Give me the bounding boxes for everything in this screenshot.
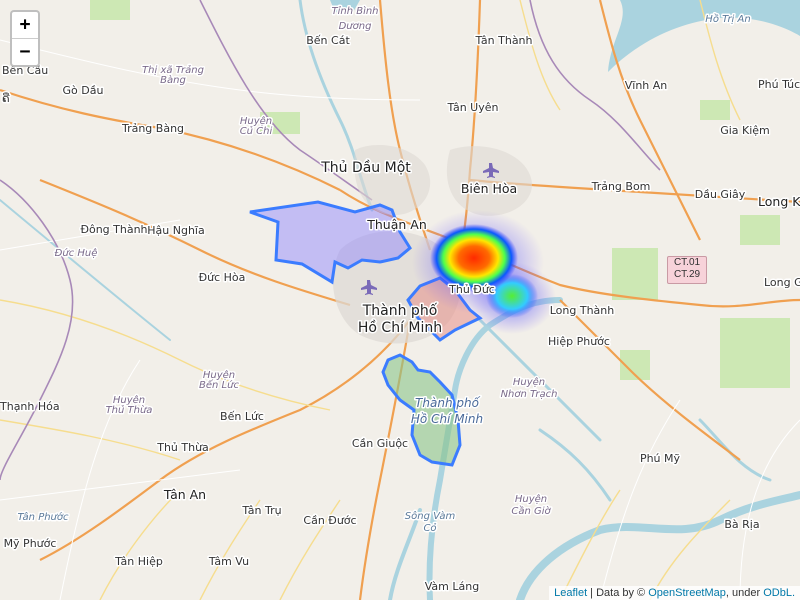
road-shield-line2: CT.29 [673, 269, 701, 280]
label-thuan-an: Thuận An [366, 217, 427, 232]
zoom-out-button[interactable]: − [12, 38, 38, 65]
label-trang-bom: Trảng Bom [591, 180, 651, 193]
label-huyen-thu-thua-2: Thủ Thừa [106, 404, 153, 416]
attribution-under: , under [725, 587, 764, 599]
label-tp-hcm-2: Hồ Chí Minh [358, 319, 442, 336]
label-hiep-phuoc: Hiệp Phước [548, 335, 610, 348]
label-dong-thanh: Đông Thành [80, 223, 147, 236]
label-huyen-cu-chi-1: Huyện [240, 115, 272, 127]
label-ben-luc: Bến Lức [220, 410, 264, 423]
heatmap-layer [412, 210, 556, 334]
label-huyen-thu-thua-1: Huyện [113, 394, 145, 406]
local-roads-layer [0, 39, 800, 600]
label-tp-hcm-1: Thành phố [362, 302, 438, 319]
admin-boundaries-layer [0, 0, 661, 481]
label-song-vam-co-1: Sông Vàm [405, 510, 456, 522]
label-thi-xa-trang-bang-2: Bàng [160, 74, 186, 86]
place-labels: Tỉnh Bình Dương Hồ Trị An Bến Cát Tân Th… [0, 4, 800, 595]
leaflet-link[interactable]: Leaflet [554, 587, 588, 599]
airport-tan-son-nhat-icon [361, 280, 377, 295]
label-ba-ria: Bà Rịa [724, 518, 759, 531]
label-trang-bang: Trảng Bàng [121, 122, 184, 135]
district-can-gio-region[interactable] [381, 353, 462, 467]
label-go-dau: Gò Dầu [63, 84, 104, 97]
label-vam-lang: Vàm Láng [425, 580, 479, 593]
label-song-vam-co-2: Cỏ [423, 522, 436, 534]
label-vinh-an: Vĩnh An [625, 79, 668, 92]
label-thi-xa-trang-bang-1: Thị xã Trảng [142, 64, 204, 76]
label-huyen-ben-luc-2: Bến Lức [199, 378, 239, 391]
label-tinh-binh-duong-1: Tỉnh Bình [331, 5, 378, 17]
label-tan-phuoc: Tân Phước [17, 511, 69, 523]
label-thu-dau-mot: Thủ Dầu Một [320, 160, 411, 176]
label-thu-thua: Thủ Thừa [156, 441, 209, 454]
lake-small [330, 0, 360, 14]
attribution: Leaflet | Data by © OpenStreetMap, under… [549, 586, 800, 600]
label-huyen-cu-chi-2: Củ Chi [240, 125, 273, 137]
label-huyen-nhon-trach-1: Huyện [513, 376, 545, 388]
label-phu-my: Phú Mỹ [640, 452, 681, 465]
label-tan-uyen: Tân Uyên [447, 101, 499, 114]
label-thu-duc: Thủ Đức [448, 283, 495, 296]
label-my-phuoc: Mỹ Phước [4, 537, 57, 550]
label-dau-giay: Dầu Giây [695, 188, 746, 201]
label-lao-glyph: ຄື [2, 92, 10, 105]
zoom-in-button[interactable]: + [19, 14, 31, 35]
odbl-link[interactable]: ODbL. [763, 587, 795, 599]
urban-area-bienhoa [446, 146, 532, 216]
label-bien-hoa: Biên Hòa [461, 181, 517, 196]
label-tan-hiep: Tân Hiệp [114, 555, 163, 568]
label-tam-vu: Tâm Vu [208, 555, 249, 568]
label-can-giuoc: Cần Giuộc [352, 437, 408, 450]
label-phu-tuc: Phú Túc [758, 78, 800, 91]
urban-area-north [354, 145, 431, 215]
label-long-thanh: Long Thành [550, 304, 615, 317]
label-tan-tru: Tân Trụ [241, 504, 281, 517]
label-gia-kiem: Gia Kiệm [720, 124, 770, 137]
label-tp-hcm-it-1: Thành phố [415, 396, 481, 410]
road-shield: CT.01 CT.29 [667, 256, 707, 284]
road-shield-line1: CT.01 [673, 257, 701, 268]
label-long-k: Long K [758, 194, 800, 209]
label-tp-hcm-it-2: Hồ Chí Minh [411, 412, 483, 426]
label-can-duoc: Cần Đước [303, 514, 356, 527]
parks-layer [90, 0, 790, 388]
attribution-sep: | Data by © [587, 587, 649, 599]
label-huyen-can-gio-2: Cần Giờ [511, 505, 551, 517]
label-huyen-nhon-trach-2: Nhơn Trạch [501, 389, 558, 400]
label-tan-an: Tân An [163, 487, 206, 502]
label-hau-nghia: Hậu Nghĩa [147, 224, 204, 237]
label-duc-hue: Đức Huệ [55, 247, 98, 259]
district-cu-chi-region[interactable] [249, 200, 412, 285]
label-ho-tri-an: Hồ Trị An [705, 13, 750, 25]
label-long-gi: Long Gi [764, 276, 800, 289]
osm-link[interactable]: OpenStreetMap [648, 587, 726, 599]
label-ben-cat: Bến Cát [306, 34, 350, 47]
label-huyen-ben-luc-1: Huyện [203, 369, 235, 381]
label-thanh-hoa: Thạnh Hóa [0, 400, 60, 413]
label-tan-thanh: Tân Thành [474, 34, 532, 47]
label-tinh-binh-duong-2: Dương [339, 21, 372, 32]
label-duc-hoa: Đức Hòa [199, 271, 246, 284]
zoom-control: + − [10, 10, 40, 67]
lake-tri-an [608, 0, 800, 72]
label-huyen-can-gio-1: Huyện [515, 493, 547, 505]
airport-icon [483, 163, 499, 178]
